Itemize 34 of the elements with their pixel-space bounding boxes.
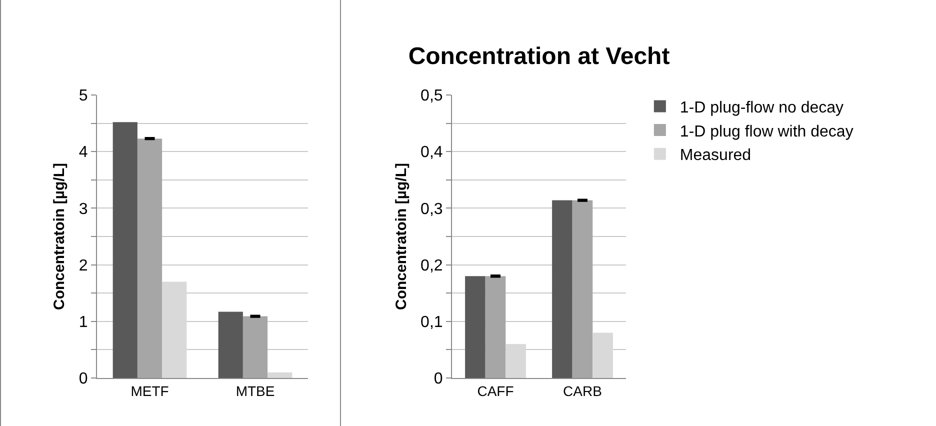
bar <box>465 276 486 378</box>
y-tick-label: 0,4 <box>420 144 443 162</box>
bar <box>137 138 162 378</box>
bar <box>242 316 268 378</box>
x-tick-label: METF <box>130 382 169 399</box>
y-tick-label: 3 <box>78 200 88 218</box>
y-tick-label: 4 <box>78 144 88 162</box>
bar <box>506 344 526 378</box>
y-axis-title: Concentratoin [µg/L] <box>51 163 68 310</box>
bar <box>162 282 187 378</box>
y-tick-label: 2 <box>78 257 88 274</box>
y-axis-title: Concentratoin [µg/L] <box>392 163 410 310</box>
legend-label: 1-D plug-flow no decay <box>680 99 844 116</box>
y-tick-label: 0,2 <box>420 257 443 274</box>
chart-title: Concentration at Vecht <box>408 42 670 70</box>
bar <box>485 276 506 378</box>
y-tick-label: 1 <box>78 314 88 331</box>
y-tick-label: 0,3 <box>420 200 443 218</box>
y-tick-label: 0 <box>434 370 443 388</box>
bar <box>572 200 593 378</box>
y-tick-label: 5 <box>78 88 88 105</box>
legend-label: 1-D plug flow with decay <box>680 123 854 140</box>
y-tick-label: 0 <box>78 370 88 388</box>
legend-label: Measured <box>680 147 752 164</box>
y-tick-label: 0,1 <box>420 314 443 331</box>
bar <box>552 200 572 378</box>
x-tick-label: MTBE <box>236 382 275 399</box>
x-tick-label: CAFF <box>477 382 514 399</box>
bar <box>218 312 243 378</box>
bar <box>592 332 613 378</box>
bar <box>112 122 138 378</box>
x-tick-label: CARB <box>563 382 602 399</box>
bar <box>268 372 292 378</box>
y-tick-label: 0,5 <box>420 88 443 105</box>
